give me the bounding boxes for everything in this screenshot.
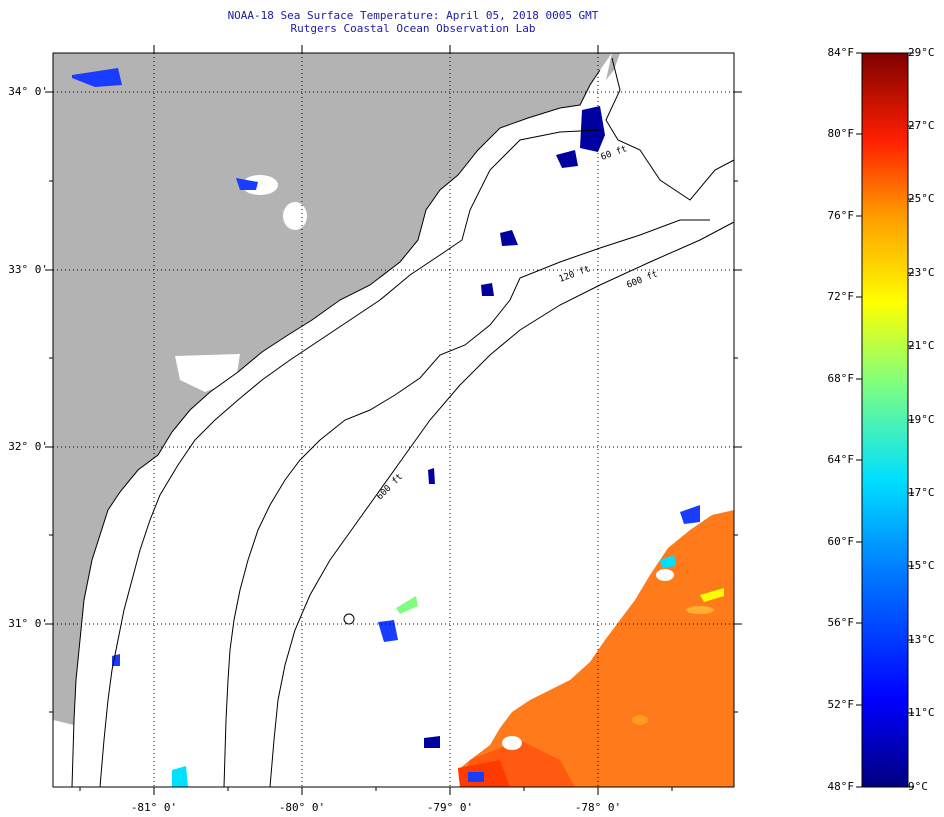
lat-label-32: 32° 0' [8,440,48,453]
lon-label-81: -81° 0' [130,801,178,814]
lon-label-78: -78° 0' [574,801,622,814]
colorbar-f-label: 60°F [827,535,855,548]
colorbar-c-label: 19°C [908,413,935,426]
colorbar-c-label: 11°C [908,706,935,719]
colorbar-f-label: 68°F [827,372,855,385]
lat-label-31: 31° 0' [8,617,48,630]
colorbar-c-label: 13°C [908,633,935,646]
isobath-label-60ft: 60 ft [600,144,629,163]
lat-label-33: 33° 0' [8,263,48,276]
lat-label-34: 34° 0' [8,85,48,98]
colorbar-f-label: 72°F [827,290,855,303]
map-frame [52,52,735,788]
colorbar-f-label: 80°F [827,127,855,140]
map-subtitle: Rutgers Coastal Ocean Observation Lab [290,22,536,35]
colorbar-f-label: 76°F [827,209,855,222]
lon-label-80: -80° 0' [278,801,326,814]
land-mass [53,53,612,787]
colorbar-c-label: 25°C [908,192,935,205]
colorbar-f-label: 84°F [827,46,855,59]
colorbar [861,52,909,788]
colorbar-c-label: 17°C [908,486,935,499]
colorbar-f-label: 56°F [827,616,855,629]
lon-label-79: -79° 0' [426,801,474,814]
isobath-label-600ft: 600 ft [625,269,659,290]
colorbar-f-label: 52°F [827,698,855,711]
gulf-stream-warm-water [458,510,734,787]
colorbar-c-label: 27°C [908,119,935,132]
map-title: NOAA-18 Sea Surface Temperature: April 0… [227,9,599,22]
isobath-label-120ft: 120 ft [558,264,592,285]
colorbar-c-label: 23°C [908,266,935,279]
colorbar-c-label: 29°C [908,46,935,59]
colorbar-c-label: 15°C [908,559,935,572]
colorbar-f-label: 48°F [827,780,855,793]
colorbar-c-label: 21°C [908,339,935,352]
colorbar-f-label: 64°F [827,453,855,466]
colorbar-c-label: 9°C [908,780,928,793]
